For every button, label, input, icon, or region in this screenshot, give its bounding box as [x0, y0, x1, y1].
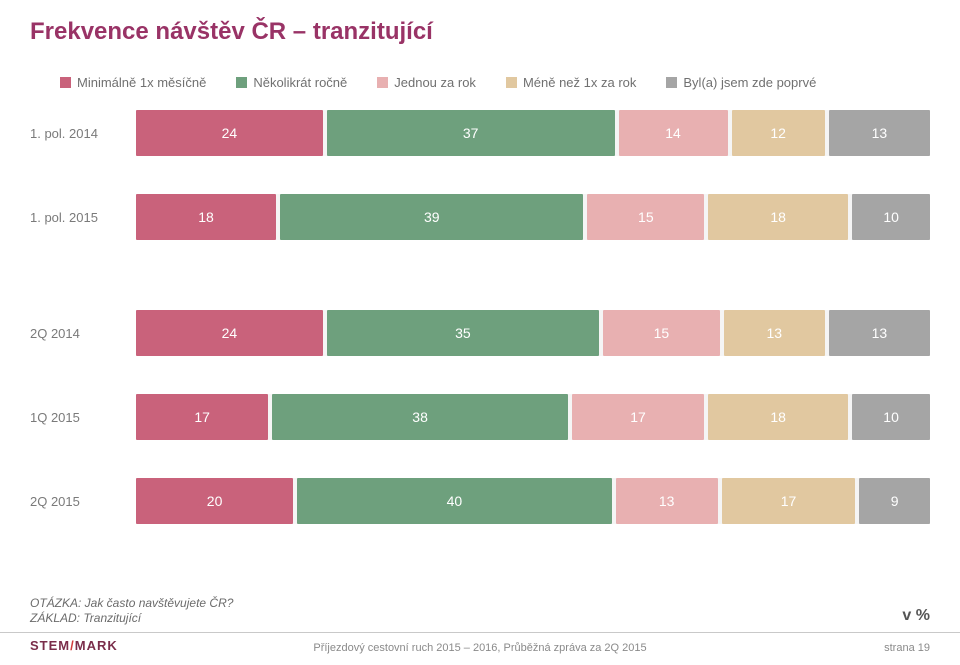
chart-segment-value: 17 [630, 409, 646, 425]
chart-row-label: 1. pol. 2014 [30, 126, 136, 141]
chart-segment: 13 [616, 478, 718, 524]
chart-segment-value: 18 [770, 409, 786, 425]
legend-item-label: Byl(a) jsem zde poprvé [683, 75, 816, 90]
chart-segment: 40 [297, 478, 611, 524]
footer: STEM/MARK Příjezdový cestovní ruch 2015 … [0, 632, 960, 665]
chart-segment: 18 [708, 394, 848, 440]
chart-segment-value: 14 [665, 125, 681, 141]
legend-swatch-icon [506, 77, 517, 88]
chart-segment: 18 [136, 194, 276, 240]
chart-segment: 13 [829, 310, 930, 356]
stacked-bar-chart: 1. pol. 2014 24 37 14 12 13 1. pol. 2015 18 39 15… [30, 110, 930, 562]
chart-row-label: 1Q 2015 [30, 410, 136, 425]
chart-segment-value: 37 [463, 125, 479, 141]
legend-item: Minimálně 1x měsíčně [60, 75, 206, 90]
chart-segment-value: 12 [770, 125, 786, 141]
chart-segment-value: 18 [770, 209, 786, 225]
chart-segment-value: 18 [198, 209, 214, 225]
chart-segment-value: 24 [222, 325, 238, 341]
legend-item-label: Jednou za rok [394, 75, 476, 90]
chart-segment: 15 [587, 194, 704, 240]
chart-segment-value: 15 [638, 209, 654, 225]
chart-segment-value: 40 [447, 493, 463, 509]
legend-swatch-icon [60, 77, 71, 88]
chart-segment-value: 10 [883, 409, 899, 425]
chart-row-label: 1. pol. 2015 [30, 210, 136, 225]
chart-segment: 14 [619, 110, 728, 156]
chart-segment-value: 13 [659, 493, 675, 509]
chart-segment-value: 10 [883, 209, 899, 225]
chart-segment-value: 39 [424, 209, 440, 225]
chart-row-bars: 18 39 15 18 10 [136, 194, 930, 240]
chart-row-bars: 20 40 13 17 9 [136, 478, 930, 524]
chart-segment-value: 15 [654, 325, 670, 341]
chart-segment-value: 13 [767, 325, 783, 341]
legend-item: Několikrát ročně [236, 75, 347, 90]
chart-segment: 10 [852, 194, 930, 240]
chart-segment: 15 [603, 310, 720, 356]
question-label: OTÁZKA: Jak často navštěvujete ČR? [30, 596, 233, 610]
percent-label: v % [902, 607, 930, 625]
chart-row-bars: 17 38 17 18 10 [136, 394, 930, 440]
chart-segment: 35 [327, 310, 599, 356]
chart-row-label: 2Q 2015 [30, 494, 136, 509]
chart-segment-value: 24 [222, 125, 238, 141]
chart-segment: 17 [722, 478, 856, 524]
chart-segment-value: 20 [207, 493, 223, 509]
page-number: strana 19 [884, 642, 930, 654]
chart-row: 2Q 2014 24 35 15 13 13 [30, 310, 930, 356]
page-title: Frekvence návštěv ČR – tranzitující [30, 18, 433, 46]
chart-row: 1. pol. 2014 24 37 14 12 13 [30, 110, 930, 156]
basis-label: ZÁKLAD: Tranzitující [30, 611, 141, 625]
chart-segment-value: 17 [194, 409, 210, 425]
chart-segment-value: 9 [891, 493, 899, 509]
chart-segment-value: 13 [872, 325, 888, 341]
legend-swatch-icon [236, 77, 247, 88]
legend-item-label: Minimálně 1x měsíčně [77, 75, 206, 90]
chart-segment: 24 [136, 110, 323, 156]
legend-item-label: Méně než 1x za rok [523, 75, 636, 90]
chart-row: 1Q 2015 17 38 17 18 10 [30, 394, 930, 440]
chart-segment: 18 [708, 194, 848, 240]
chart-segment: 20 [136, 478, 293, 524]
legend-swatch-icon [666, 77, 677, 88]
chart-segment: 10 [852, 394, 930, 440]
chart-segment: 9 [859, 478, 930, 524]
report-title: Příjezdový cestovní ruch 2015 – 2016, Pr… [0, 642, 960, 654]
legend-item-label: Několikrát ročně [253, 75, 347, 90]
chart-segment: 37 [327, 110, 615, 156]
chart-row-bars: 24 37 14 12 13 [136, 110, 930, 156]
chart-segment: 12 [732, 110, 825, 156]
chart-segment: 39 [280, 194, 583, 240]
chart-row-bars: 24 35 15 13 13 [136, 310, 930, 356]
chart-segment: 38 [272, 394, 568, 440]
chart-segment-value: 13 [872, 125, 888, 141]
legend-item: Byl(a) jsem zde poprvé [666, 75, 816, 90]
chart-segment: 17 [136, 394, 268, 440]
chart-segment: 13 [724, 310, 825, 356]
chart-segment: 17 [572, 394, 704, 440]
chart-segment: 13 [829, 110, 930, 156]
chart-segment-value: 17 [781, 493, 797, 509]
chart-row: 1. pol. 2015 18 39 15 18 10 [30, 194, 930, 240]
chart-row-label: 2Q 2014 [30, 326, 136, 341]
legend-item: Jednou za rok [377, 75, 476, 90]
chart-segment-value: 35 [455, 325, 471, 341]
chart-row: 2Q 2015 20 40 13 17 9 [30, 478, 930, 524]
legend-swatch-icon [377, 77, 388, 88]
chart-segment: 24 [136, 310, 323, 356]
legend-item: Méně než 1x za rok [506, 75, 636, 90]
chart-segment-value: 38 [412, 409, 428, 425]
legend: Minimálně 1x měsíčně Několikrát ročně Jedn… [60, 75, 816, 90]
